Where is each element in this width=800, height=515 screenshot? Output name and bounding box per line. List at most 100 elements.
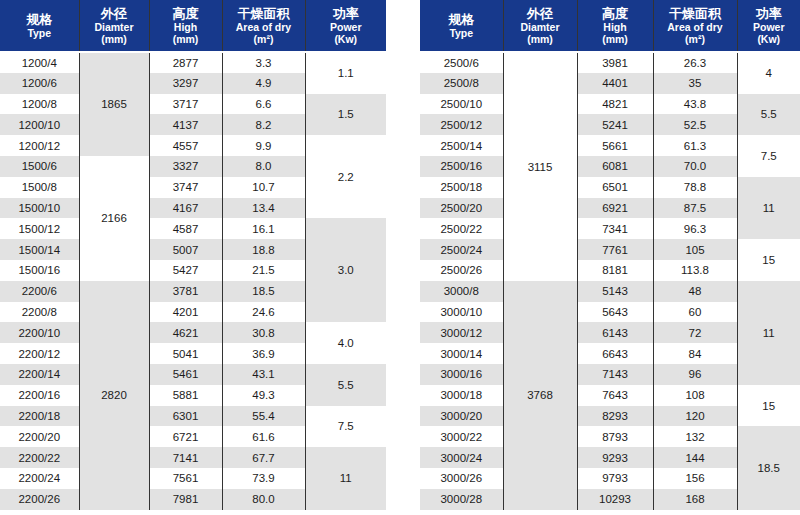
col-header-area: 干燥面积 Area of dry (m²): [222, 0, 305, 52]
col-header-high-cn: 高度: [578, 6, 653, 21]
area-cell: 49.3: [222, 385, 305, 406]
high-cell: 2877: [149, 52, 222, 73]
high-cell: 4401: [577, 73, 653, 94]
type-cell: 2200/10: [0, 322, 79, 343]
high-cell: 4557: [149, 135, 222, 156]
high-cell: 7341: [577, 218, 653, 239]
area-cell: 120: [653, 406, 737, 427]
spec-table-left: 规格 Type 外径 Diamter (mm) 高度 High (mm) 干燥面…: [0, 0, 386, 510]
power-cell: 4.0: [305, 322, 386, 364]
high-cell: 5041: [149, 343, 222, 364]
area-cell: 13.4: [222, 198, 305, 219]
high-cell: 5661: [577, 135, 653, 156]
col-header-power-unit: (Kw): [306, 33, 387, 45]
area-cell: 73.9: [222, 468, 305, 489]
high-cell: 6081: [577, 156, 653, 177]
power-cell: 18.5: [737, 426, 800, 509]
type-cell: 3000/24: [420, 447, 503, 468]
col-header-type: 规格 Type: [420, 0, 503, 52]
type-cell: 1200/4: [0, 52, 79, 73]
type-cell: 1500/12: [0, 218, 79, 239]
table-row: 1200/837176.61.5: [0, 94, 386, 115]
type-cell: 2500/26: [420, 260, 503, 281]
col-header-area-cn: 干燥面积: [654, 6, 737, 21]
type-cell: 2500/18: [420, 177, 503, 198]
high-cell: 7643: [577, 385, 653, 406]
type-cell: 2500/6: [420, 52, 503, 73]
area-cell: 8.2: [222, 114, 305, 135]
high-cell: 6501: [577, 177, 653, 198]
high-cell: 7143: [577, 364, 653, 385]
high-cell: 6721: [149, 426, 222, 447]
table-row: 3000/8376851434811: [420, 281, 800, 302]
area-cell: 16.1: [222, 218, 305, 239]
col-header-type: 规格 Type: [0, 0, 79, 52]
power-cell: 15: [737, 385, 800, 427]
area-cell: 24.6: [222, 302, 305, 323]
table-row: 2500/63115398126.34: [420, 52, 800, 73]
high-cell: 6921: [577, 198, 653, 219]
area-cell: 10.7: [222, 177, 305, 198]
high-cell: 10293: [577, 489, 653, 510]
area-cell: 18.5: [222, 281, 305, 302]
high-cell: 7561: [149, 468, 222, 489]
high-cell: 5007: [149, 239, 222, 260]
diameter-cell: 1865: [79, 52, 149, 156]
col-header-area-en: Area of dry: [654, 21, 737, 33]
type-cell: 2500/24: [420, 239, 503, 260]
type-cell: 2200/14: [0, 364, 79, 385]
high-cell: 4137: [149, 114, 222, 135]
high-cell: 3327: [149, 156, 222, 177]
area-cell: 67.7: [222, 447, 305, 468]
type-cell: 1200/10: [0, 114, 79, 135]
area-cell: 113.8: [653, 260, 737, 281]
col-header-area-en: Area of dry: [223, 21, 305, 33]
high-cell: 4621: [149, 322, 222, 343]
col-header-type-en: Type: [420, 27, 503, 39]
area-cell: 84: [653, 343, 737, 364]
col-header-diameter-unit: (mm): [504, 33, 577, 45]
type-cell: 2200/22: [0, 447, 79, 468]
high-cell: 6643: [577, 343, 653, 364]
type-cell: 3000/8: [420, 281, 503, 302]
area-cell: 96.3: [653, 218, 737, 239]
type-cell: 3000/14: [420, 343, 503, 364]
col-header-type-cn: 规格: [420, 12, 503, 27]
col-header-power-en: Power: [306, 21, 387, 33]
type-cell: 2500/14: [420, 135, 503, 156]
high-cell: 3781: [149, 281, 222, 302]
type-cell: 1500/10: [0, 198, 79, 219]
table-row: 2500/24776110515: [420, 239, 800, 260]
type-cell: 3000/22: [420, 426, 503, 447]
area-cell: 132: [653, 426, 737, 447]
area-cell: 96: [653, 364, 737, 385]
power-cell: 4: [737, 52, 800, 94]
high-cell: 5143: [577, 281, 653, 302]
type-cell: 2500/10: [420, 94, 503, 115]
table-row: 2500/18650178.811: [420, 177, 800, 198]
col-header-power-en: Power: [738, 21, 800, 33]
area-cell: 4.9: [222, 73, 305, 94]
type-cell: 2200/16: [0, 385, 79, 406]
col-header-area-unit: (m²): [654, 33, 737, 45]
type-cell: 1500/14: [0, 239, 79, 260]
header-row: 规格 Type 外径 Diamter (mm) 高度 High (mm) 干燥面…: [0, 0, 386, 52]
type-cell: 2500/12: [420, 114, 503, 135]
type-cell: 2500/22: [420, 218, 503, 239]
high-cell: 4821: [577, 94, 653, 115]
col-header-high-unit: (mm): [578, 33, 653, 45]
area-cell: 78.8: [653, 177, 737, 198]
col-header-diameter-cn: 外径: [80, 6, 149, 21]
power-cell: 7.5: [737, 135, 800, 177]
high-cell: 5241: [577, 114, 653, 135]
type-cell: 2500/8: [420, 73, 503, 94]
table-row: 2200/18630155.47.5: [0, 406, 386, 427]
type-cell: 2200/12: [0, 343, 79, 364]
area-cell: 36.9: [222, 343, 305, 364]
type-cell: 2200/24: [0, 468, 79, 489]
diameter-cell: 2820: [79, 281, 149, 510]
area-cell: 30.8: [222, 322, 305, 343]
col-header-type-cn: 规格: [0, 12, 79, 27]
power-cell: 11: [737, 177, 800, 239]
col-header-area-unit: (m²): [223, 33, 305, 45]
